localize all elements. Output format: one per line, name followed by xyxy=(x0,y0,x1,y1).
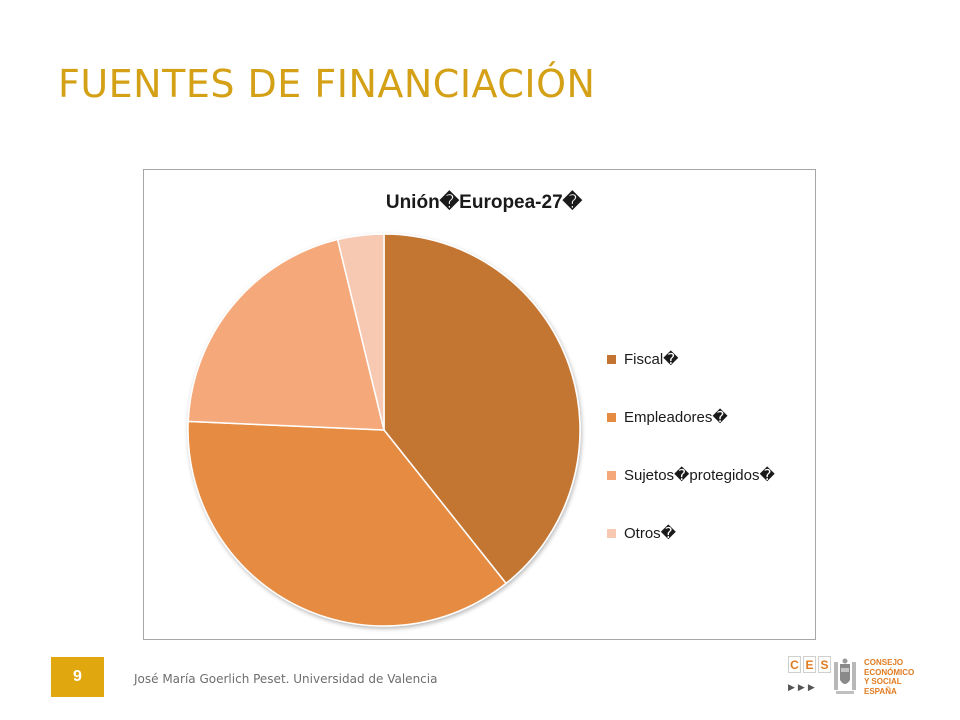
ces-letters: C E S xyxy=(788,656,831,673)
ces-letter-e: E xyxy=(803,656,816,673)
pie-slice-2 xyxy=(187,420,508,627)
page-number-badge: 9 xyxy=(51,657,104,697)
pie-slice-3 xyxy=(187,238,385,431)
spain-coat-of-arms-icon xyxy=(834,658,856,694)
ces-logo-text: CONSEJO ECONÓMICO Y SOCIAL ESPAÑA xyxy=(864,658,938,696)
legend-label-2: Empleadores� xyxy=(624,408,728,426)
legend-swatch-1 xyxy=(607,355,616,364)
chart-area: Unión�Europea-27� Fiscal� Empleadores� Suj… xyxy=(143,169,816,640)
legend-swatch-2 xyxy=(607,413,616,422)
ces-letter-c: C xyxy=(788,656,801,673)
ces-logo: C E S ▶▶▶ CONSEJO ECONÓMICO Y SOCIAL ESP… xyxy=(788,656,938,702)
legend-label-4: Otros� xyxy=(624,524,677,542)
footer-author: José María Goerlich Peset. Universidad d… xyxy=(134,672,438,686)
legend-label-3: Sujetos�protegidos� xyxy=(624,466,775,484)
legend-label-1: Fiscal� xyxy=(624,350,679,368)
logo-line-1: CONSEJO xyxy=(864,658,904,667)
logo-line-4: ESPAÑA xyxy=(864,686,897,696)
chart-title: Unión�Europea-27� xyxy=(386,190,583,213)
pie-chart: Unión�Europea-27� Fiscal� Empleadores� Suj… xyxy=(187,190,775,627)
legend-swatch-3 xyxy=(607,471,616,480)
ces-letter-s: S xyxy=(818,656,831,673)
logo-line-2: ECONÓMICO xyxy=(864,667,915,677)
chart-legend: Fiscal� Empleadores� Sujetos�protegidos� Ot… xyxy=(607,350,775,542)
slide-title: FUENTES DE FINANCIACIÓN xyxy=(58,62,596,106)
ces-arrows-icon: ▶▶▶ xyxy=(788,682,818,692)
pie-slice-4 xyxy=(336,233,385,431)
legend-swatch-4 xyxy=(607,529,616,538)
logo-line-3: Y SOCIAL xyxy=(864,677,902,686)
pie-slices xyxy=(187,233,581,627)
pie-slice-1 xyxy=(383,233,581,585)
